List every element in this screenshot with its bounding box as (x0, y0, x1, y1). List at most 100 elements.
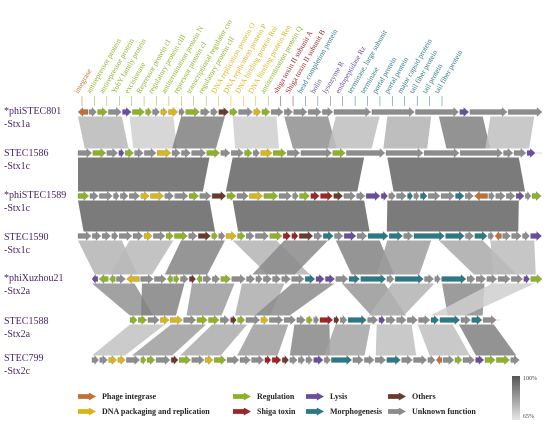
gene-arrow (334, 231, 344, 241)
gene-arrow (347, 315, 367, 325)
gene-arrow (244, 148, 253, 158)
gene-arrow (471, 315, 483, 325)
gene-arrow (413, 231, 445, 241)
grey-arrow-icon (388, 407, 406, 416)
similarity-band (129, 116, 178, 149)
gene-arrow (156, 355, 171, 365)
gene-arrow (497, 274, 511, 284)
gene-arrow (178, 107, 185, 117)
gene-arrow (424, 274, 434, 284)
gene-arrow (441, 274, 467, 284)
similarity-band (284, 116, 337, 149)
similarity-band (172, 116, 225, 149)
similarity-band (383, 116, 432, 149)
gene-arrow (310, 191, 320, 201)
row-label-1: *phiSTEC801 -Stx1a (4, 105, 61, 131)
gene-arrow (138, 315, 147, 325)
gene-arrow (495, 191, 506, 201)
gene-arrow (441, 191, 455, 201)
gene-arrow (272, 274, 281, 284)
gene-arrow (118, 148, 125, 158)
similarity-band (324, 324, 371, 356)
similarity-band (387, 157, 526, 192)
gene-arrow (218, 231, 226, 241)
row-label-7: STEC799 -Stx2c (4, 352, 43, 378)
gene-arrow (522, 231, 530, 241)
orange-arrow-icon (78, 392, 96, 401)
gene-arrow (119, 231, 133, 241)
gene-arrow (293, 107, 308, 117)
gene-arrow (198, 231, 211, 241)
scale-max-label: 100% (523, 376, 537, 382)
gene-arrow (150, 191, 164, 201)
genome-track (77, 191, 542, 201)
gene-arrow (325, 274, 335, 284)
gene-arrow (462, 355, 475, 365)
gene-arrow (144, 148, 157, 158)
gene-arrow (153, 231, 166, 241)
gene-arrow (77, 231, 92, 241)
legend-label: Lysis (330, 392, 348, 401)
gene-arrow (460, 148, 503, 158)
gene-arrow (236, 191, 249, 201)
gene-arrow (196, 274, 203, 284)
gene-arrow (154, 274, 167, 284)
gene-arrow (116, 274, 126, 284)
similarity-band (376, 240, 432, 275)
gene-arrow (246, 231, 255, 241)
gene-arrow (99, 355, 108, 365)
gene-arrow (108, 355, 117, 365)
gene-arrow (389, 231, 403, 241)
gene-arrow (484, 355, 496, 365)
gene-arrow (340, 315, 348, 325)
row-name: STEC1586 (4, 148, 49, 159)
similarity-band (252, 240, 329, 275)
gene-arrow (269, 315, 284, 325)
gene-arrow (424, 148, 460, 158)
legend-item-integrase: Phage integrase (78, 392, 156, 401)
similarity-band (438, 116, 491, 149)
gene-arrow (189, 274, 196, 284)
gene-arrow (292, 191, 299, 201)
gene-arrow (253, 107, 261, 117)
gene-arrow (396, 315, 407, 325)
gene-arrow (227, 355, 240, 365)
gene-arrow (89, 107, 97, 117)
similarity-band (237, 324, 289, 356)
gene-arrow (108, 107, 122, 117)
similarity-band (78, 116, 129, 149)
gene-arrow (145, 107, 152, 117)
brown-arrow-icon (388, 392, 406, 401)
gene-arrow (418, 315, 430, 325)
gene-arrow (249, 191, 263, 201)
gene-arrow (375, 355, 386, 365)
gene-arrow (291, 274, 305, 284)
gene-arrow (502, 231, 511, 241)
gene-arrow (92, 148, 106, 158)
gene-arrow (486, 274, 497, 284)
gene-arrow (179, 355, 191, 365)
gene-arrow (160, 315, 170, 325)
gene-arrow (407, 191, 413, 201)
gene-arrow (531, 191, 542, 201)
row-subtype: -Stx1a (4, 119, 31, 130)
similarity-band (417, 324, 471, 356)
gene-arrow (132, 231, 144, 241)
similarity-band (232, 200, 370, 232)
gene-arrow (322, 107, 333, 117)
gene-arrow (488, 191, 495, 201)
gene-arrow (313, 231, 323, 241)
gene-arrow (360, 274, 386, 284)
gene-arrow (180, 274, 189, 284)
gene-arrow (246, 274, 255, 284)
genome-track (77, 107, 543, 117)
row-name: *phiSTEC1589 (4, 190, 67, 201)
gene-arrow (147, 315, 160, 325)
gene-arrow (465, 191, 474, 201)
gene-arrow (140, 274, 154, 284)
legend-item-unknown: Unknown function (388, 407, 476, 416)
gene-arrow (253, 148, 260, 158)
genome-track (77, 231, 542, 241)
row-name: *phiSTEC801 (4, 106, 62, 117)
row-label-5: *phiXuzhou21 -Stx2a (4, 272, 63, 298)
